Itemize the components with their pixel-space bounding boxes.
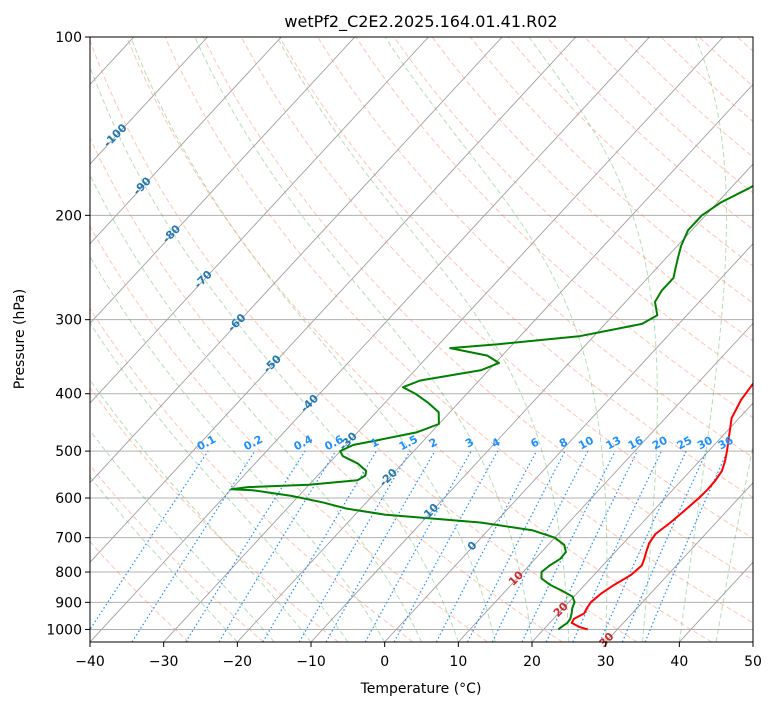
dry-adiabat: [279, 37, 753, 499]
y-tick-label: 300: [55, 313, 82, 329]
x-tick-label: −10: [296, 654, 326, 670]
mixing-ratio-line: [364, 450, 472, 642]
mixing-ratio-line: [218, 450, 337, 642]
moist-adiabat: [276, 37, 570, 642]
moist-adiabat: [90, 476, 238, 642]
dry-adiabat: [90, 137, 563, 642]
isotherm-line: [90, 37, 356, 325]
x-tick-label: 40: [670, 654, 688, 670]
mixing-ratio-label: 10: [576, 434, 596, 453]
mixing-ratio-line: [491, 450, 589, 642]
mixing-ratio-label: 13: [604, 434, 624, 453]
dry-adiabat: [90, 225, 488, 642]
y-axis-label: Pressure (hPa): [12, 289, 28, 389]
x-tick-label: 30: [597, 654, 615, 670]
moist-adiabat: [384, 37, 608, 642]
isotherm-line: [90, 37, 429, 404]
y-tick-label: 100: [55, 30, 82, 46]
dry-adiabat: [90, 307, 414, 642]
dry-adiabat: [469, 37, 753, 304]
isotherm-line: [90, 37, 577, 564]
y-axis: 100 200 300 400 500 600 700 800 900 1000: [46, 30, 90, 638]
y-tick-label: 800: [55, 565, 82, 581]
mixing-ratio-line: [90, 450, 209, 631]
gridlines: [90, 37, 753, 630]
x-tick-label: 0: [380, 654, 389, 670]
dry-adiabat: [90, 540, 190, 642]
dewpoint-profile: [230, 184, 753, 631]
mixing-ratio-label: 36: [716, 434, 736, 453]
moist-adiabat: [90, 322, 349, 642]
moist-adiabats: [90, 37, 753, 642]
isotherm-line: [605, 482, 753, 642]
plot-background: [90, 37, 753, 642]
moist-adiabat: [90, 65, 459, 642]
y-tick-label: 900: [55, 595, 82, 611]
dry-adiabat: [240, 37, 753, 539]
mixing-ratio-label: 16: [626, 434, 646, 453]
mixing-ratio-line: [393, 450, 499, 642]
isotherm-line: [237, 83, 753, 642]
y-tick-label: 700: [55, 531, 82, 547]
dry-adiabat: [164, 37, 753, 624]
temperature-profile: [570, 382, 753, 631]
moist-adiabat: [194, 37, 533, 642]
plot-frame: [89, 36, 754, 643]
isotherm-line: [90, 37, 282, 245]
moist-adiabat: [678, 37, 727, 642]
x-tick-label: 50: [744, 654, 762, 670]
x-axis: −40 −30 −20 −10 0 10 20 30 40 50: [75, 642, 762, 670]
x-tick-label: −30: [149, 654, 179, 670]
mixing-ratio-line: [599, 450, 687, 642]
mixing-ratio-label: 30: [695, 434, 715, 453]
y-tick-label: 600: [55, 491, 82, 507]
dry-adiabat: [355, 37, 753, 419]
mixing-ratio-line: [644, 450, 728, 642]
moist-adiabat: [90, 173, 422, 642]
x-axis-label: Temperature (°C): [360, 681, 482, 697]
dry-adiabat: [126, 37, 712, 642]
isotherm-line: [90, 37, 503, 484]
y-tick-label: 1000: [46, 622, 82, 638]
moist-adiabat: [715, 443, 753, 642]
moist-adiabat: [528, 37, 658, 642]
dry-adiabat: [90, 39, 638, 642]
mixing-ratio-line: [466, 450, 566, 642]
mixing-ratio-label: 25: [675, 434, 695, 453]
chart-title: wetPf2_C2E2.2025.164.01.41.R02: [284, 12, 557, 32]
x-tick-label: 10: [449, 654, 467, 670]
isotherm-line: [752, 641, 753, 642]
isotherm-line: [90, 37, 650, 642]
y-tick-label: 400: [55, 387, 82, 403]
mixing-ratio-labels: 0.1 0.2 0.4 0.6 1 1.5 2 3 4 6 8 10 13 16 20 25 30 36: [195, 433, 736, 454]
dry-adiabat: [202, 37, 753, 581]
mixing-ratio-lines: [90, 450, 728, 642]
isotherm-line: [384, 243, 753, 642]
mixing-ratio-line: [621, 450, 708, 642]
y-tick-label: 200: [55, 208, 82, 224]
isotherm-line: [531, 402, 753, 642]
isotherm-line: [310, 163, 753, 642]
dry-adiabat: [90, 464, 264, 642]
moist-adiabat: [90, 429, 275, 642]
isotherm-line: [163, 37, 724, 642]
mixing-ratio-label: 20: [650, 434, 670, 453]
profiles: [230, 184, 753, 631]
isotherms: [0, 37, 753, 642]
isotherm-line: [458, 322, 753, 642]
moist-adiabat: [130, 37, 496, 642]
isotherm-line: [0, 37, 60, 642]
dry-adiabats: [90, 37, 753, 642]
x-tick-label: −40: [75, 654, 105, 670]
x-tick-label: −20: [223, 654, 253, 670]
isotherm-line: [90, 37, 208, 165]
x-tick-label: 20: [523, 654, 541, 670]
y-tick-label: 500: [55, 444, 82, 460]
mixing-ratio-line: [131, 450, 256, 642]
